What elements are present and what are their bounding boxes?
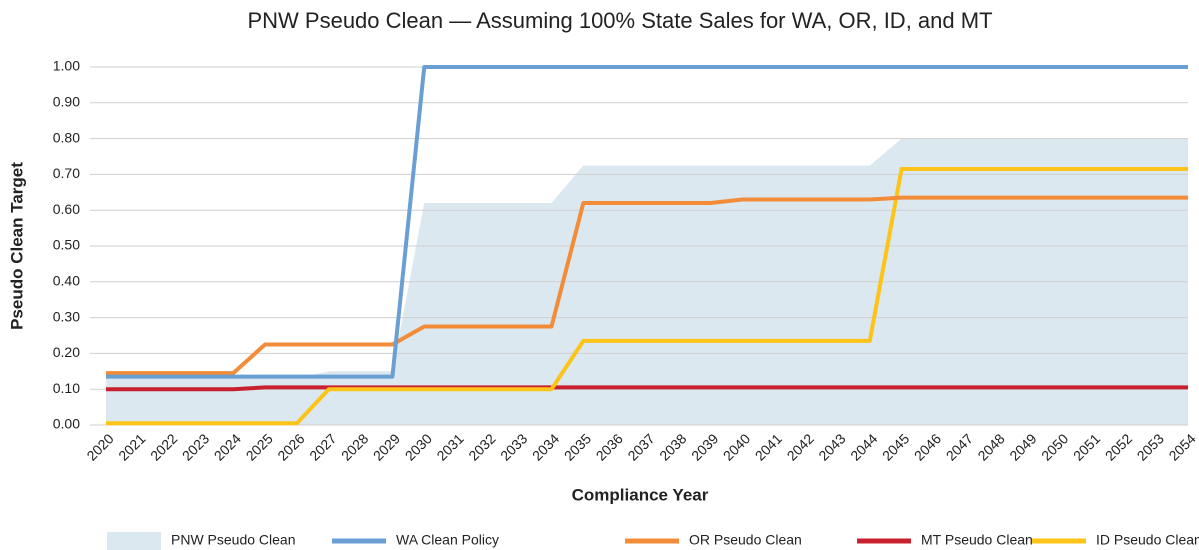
y-axis-label: Pseudo Clean Target bbox=[7, 162, 26, 330]
x-tick-label: 2032 bbox=[465, 430, 498, 463]
legend-label: OR Pseudo Clean bbox=[689, 532, 802, 548]
x-tick-label: 2053 bbox=[1134, 430, 1167, 463]
x-tick-label: 2042 bbox=[784, 430, 817, 463]
x-tick-label: 2024 bbox=[211, 430, 244, 463]
y-tick-label: 0.20 bbox=[53, 344, 80, 360]
x-tick-label: 2040 bbox=[720, 430, 753, 463]
y-tick-label: 0.00 bbox=[53, 416, 80, 432]
y-tick-label: 1.00 bbox=[53, 58, 80, 74]
legend-label: PNW Pseudo Clean bbox=[171, 532, 296, 548]
x-tick-label: 2026 bbox=[274, 430, 307, 463]
y-tick-label: 0.70 bbox=[53, 165, 80, 181]
x-tick-label: 2028 bbox=[338, 430, 371, 463]
x-tick-label: 2039 bbox=[688, 430, 721, 463]
x-tick-label: 2029 bbox=[370, 430, 403, 463]
x-tick-label: 2050 bbox=[1038, 430, 1071, 463]
x-tick-label: 2031 bbox=[433, 430, 466, 463]
line bbox=[106, 167, 1188, 426]
x-tick-label: 2037 bbox=[624, 430, 657, 463]
x-tick-label: 2030 bbox=[402, 430, 435, 463]
x-tick-label: 2048 bbox=[974, 430, 1007, 463]
y-tick-label: 0.10 bbox=[53, 380, 80, 396]
chart-title: PNW Pseudo Clean — Assuming 100% State S… bbox=[247, 8, 992, 33]
x-tick-label: 2044 bbox=[847, 430, 880, 463]
line bbox=[106, 385, 1188, 392]
legend-label: WA Clean Policy bbox=[396, 532, 499, 548]
y-tick-label: 0.90 bbox=[53, 94, 80, 110]
x-tick-label: 2045 bbox=[879, 430, 912, 463]
x-axis-label: Compliance Year bbox=[572, 485, 709, 504]
x-tick-label: 2027 bbox=[306, 430, 339, 463]
legend-label: ID Pseudo Clean bbox=[1096, 532, 1199, 548]
x-tick-label: 2054 bbox=[1165, 430, 1198, 463]
x-tick-label: 2036 bbox=[593, 430, 626, 463]
y-tick-label: 0.50 bbox=[53, 237, 80, 253]
x-tick-label: 2046 bbox=[911, 430, 944, 463]
x-tick-label: 2043 bbox=[815, 430, 848, 463]
x-tick-label: 2033 bbox=[497, 430, 530, 463]
x-tick-label: 2034 bbox=[529, 430, 562, 463]
x-tick-label: 2021 bbox=[115, 430, 148, 463]
x-tick-label: 2041 bbox=[752, 430, 785, 463]
line bbox=[106, 195, 1188, 376]
x-tick-label: 2038 bbox=[656, 430, 689, 463]
x-tick-label: 2051 bbox=[1070, 430, 1103, 463]
y-tick-label: 0.60 bbox=[53, 201, 80, 217]
x-tick-label: 2049 bbox=[1006, 430, 1039, 463]
legend-swatch bbox=[107, 532, 161, 550]
x-tick-label: 2052 bbox=[1102, 430, 1135, 463]
legend-label: MT Pseudo Clean bbox=[921, 532, 1033, 548]
y-tick-label: 0.80 bbox=[53, 129, 80, 145]
x-tick-label: 2022 bbox=[147, 430, 180, 463]
y-tick-label: 0.40 bbox=[53, 273, 80, 289]
x-tick-label: 2025 bbox=[243, 430, 276, 463]
x-tick-label: 2035 bbox=[561, 430, 594, 463]
line bbox=[106, 65, 1188, 379]
x-tick-label: 2047 bbox=[943, 430, 976, 463]
x-tick-label: 2023 bbox=[179, 430, 212, 463]
y-tick-label: 0.30 bbox=[53, 308, 80, 324]
x-tick-label: 2020 bbox=[83, 430, 116, 463]
